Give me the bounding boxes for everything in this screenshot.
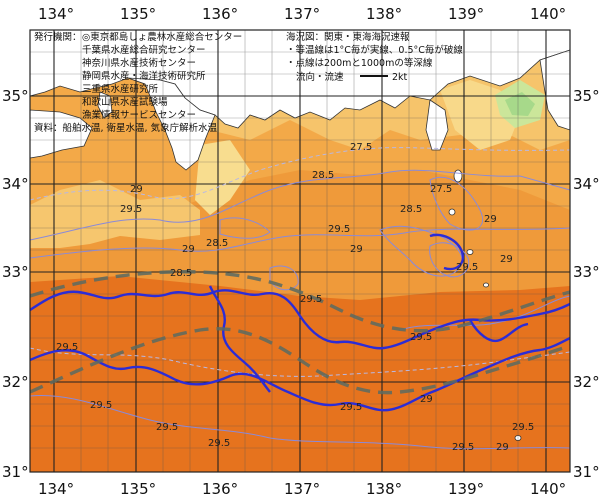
isotherm-label: 29	[500, 254, 513, 265]
lat-label: 35°	[2, 87, 29, 105]
isotherm-label: 28.5	[312, 170, 334, 181]
lon-label: 140°	[530, 5, 566, 23]
isotherm-label: 29.5	[456, 262, 478, 273]
isotherm-label: 29	[182, 244, 195, 255]
legend: 海況図：関東・東海海況速報 ・等温線は1°C毎が実線、0.5°C毎が破線 ・点線…	[286, 31, 463, 83]
isotherm-label: 27.5	[350, 142, 372, 153]
lon-label: 138°	[366, 5, 402, 23]
issuer-line: 和歌山県水産試験場	[82, 96, 168, 108]
isotherm-label: 29	[350, 244, 363, 255]
isotherms	[29, 169, 571, 450]
isotherm-label: 29.5	[512, 422, 534, 433]
lat-label: 34°	[573, 175, 600, 193]
latitude-labels-right: 35° 34° 33° 32° 31°	[573, 87, 600, 481]
isotherm-label: 29.5	[340, 402, 362, 413]
isotherm-label: 27.5	[430, 184, 452, 195]
isotherm-label: 29.5	[156, 422, 178, 433]
isotherm-label: 29.5	[56, 342, 78, 353]
isotherm-label: 29.5	[300, 294, 322, 305]
lat-label: 31°	[573, 463, 600, 481]
issuer-line: ◎東京都島しょ農林水産総合センター	[82, 31, 242, 43]
isotherm-label: 29.5	[328, 224, 350, 235]
isotherm-label: 28.5	[206, 238, 228, 249]
isotherm-label: 29.5	[452, 442, 474, 453]
map-area: 27.5 27.5 28.5 28.5 28.5 28.5 29 29 29 2…	[29, 29, 571, 473]
lon-label: 136°	[202, 480, 238, 498]
legend-title: 海況図：関東・東海海況速報	[286, 31, 410, 43]
isotherm-label: 29.5	[90, 400, 112, 411]
lat-label: 33°	[573, 263, 600, 281]
lon-label: 134°	[38, 480, 74, 498]
lon-label: 139°	[448, 480, 484, 498]
isotherm-label: 29	[130, 184, 143, 195]
issuer-line: 漁業情報サービスセンター	[82, 109, 196, 121]
isotherm-label: 28.5	[170, 268, 192, 279]
isotherm-label: 29	[420, 394, 433, 405]
legend-depth-note: ・点線は200mと1000mの等深線	[286, 57, 433, 69]
issuer-line: 神奈川県水産技術センター	[82, 57, 196, 69]
lat-label: 33°	[2, 263, 29, 281]
isotherm-label: 28.5	[400, 204, 422, 215]
lon-label: 138°	[366, 480, 402, 498]
lon-label: 136°	[202, 5, 238, 23]
lat-label: 34°	[2, 175, 29, 193]
lon-label: 140°	[530, 480, 566, 498]
legend-flow-label: 流向・流速	[296, 71, 344, 83]
data-sources: 資料：船舶水温, 衛星水温, 気象庁解析水温	[34, 122, 218, 134]
isotherm-label: 29	[496, 442, 509, 453]
isotherms-dashed	[29, 147, 571, 377]
lat-label: 32°	[573, 373, 600, 391]
longitude-labels-top: 134° 135° 136° 137° 138° 139° 140°	[38, 5, 566, 23]
current-axis-flow	[29, 270, 571, 395]
isotherm-label: 29.5	[208, 438, 230, 449]
lon-label: 134°	[38, 5, 74, 23]
isotherm-label: 29	[484, 214, 497, 225]
isotherm-labels: 27.5 27.5 28.5 28.5 28.5 28.5 29 29 29 2…	[56, 142, 534, 453]
issuer-heading: 発行機関：	[34, 31, 82, 43]
lon-label: 137°	[284, 480, 320, 498]
graticule-major	[30, 30, 570, 472]
isotherm-label: 29.5	[120, 204, 142, 215]
latitude-labels-left: 35° 34° 33° 32° 31°	[2, 87, 29, 481]
lat-label: 35°	[573, 87, 600, 105]
lon-label: 135°	[120, 480, 156, 498]
legend-flow-unit: 2kt	[392, 72, 408, 83]
issuer-line: 静岡県水産・海洋技術研究所	[82, 70, 206, 82]
lon-label: 137°	[284, 5, 320, 23]
isotherm-label: 29.5	[410, 332, 432, 343]
legend-isotherm-note: ・等温線は1°C毎が実線、0.5°C毎が破線	[286, 44, 463, 56]
lat-label: 32°	[2, 373, 29, 391]
lat-label: 31°	[2, 463, 29, 481]
issuer-line: 三重県水産研究所	[82, 83, 159, 95]
longitude-labels-bottom: 134° 135° 136° 137° 138° 139° 140°	[38, 480, 566, 498]
lon-label: 135°	[120, 5, 156, 23]
issuer-notes: 発行機関： ◎東京都島しょ農林水産総合センター 千葉県水産総合研究センター 神奈…	[34, 31, 242, 134]
lon-label: 139°	[448, 5, 484, 23]
issuer-line: 千葉県水産総合研究センター	[82, 44, 206, 56]
